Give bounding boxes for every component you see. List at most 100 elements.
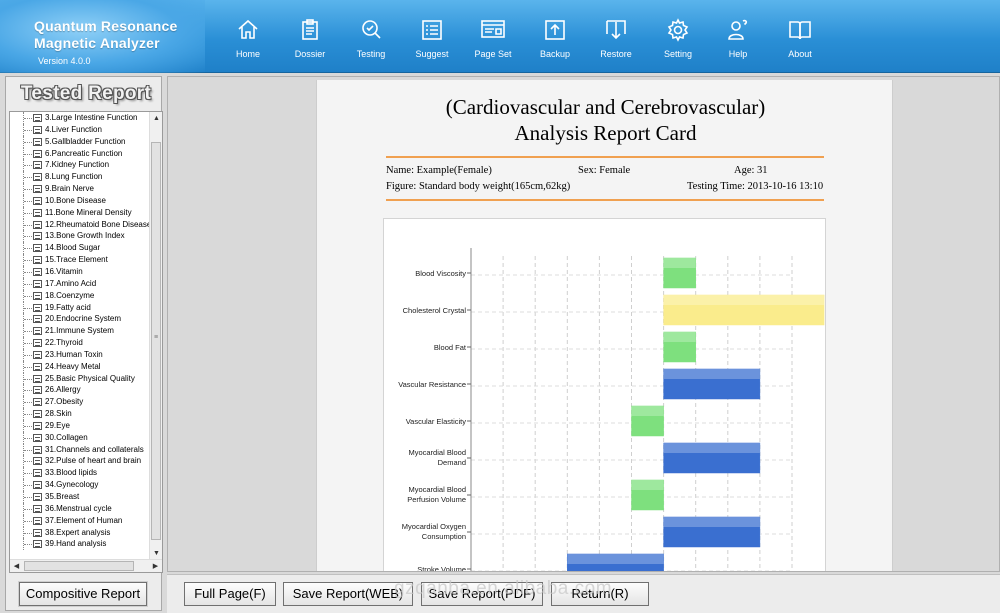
tree-item[interactable]: 11.Bone Mineral Density	[10, 206, 150, 219]
tree-connector	[23, 455, 24, 468]
bar-highlight	[631, 480, 664, 490]
tree-item[interactable]: 21.Immune System	[10, 325, 150, 338]
scroll-down-arrow-icon[interactable]: ▼	[153, 550, 160, 557]
tree-item[interactable]: 31.Channels and collaterals	[10, 443, 150, 456]
tree-connector	[23, 123, 24, 136]
return-button[interactable]: Return(R)	[551, 582, 649, 606]
tree-item[interactable]: 19.Fatty acid	[10, 301, 150, 314]
report-viewer[interactable]: (Cardiovascular and Cerebrovascular) Ana…	[167, 76, 1000, 572]
nav-home-label: Home	[235, 49, 260, 59]
save-report-pdf-button[interactable]: Save Report(PDF)	[421, 582, 543, 606]
tree-connector	[23, 230, 24, 243]
tree-item[interactable]: 29.Eye	[10, 419, 150, 432]
tree-item-label: 37.Element of Human	[45, 515, 123, 525]
tree-item[interactable]: 17.Amino Acid	[10, 277, 150, 290]
tree-item[interactable]: 12.Rheumatoid Bone Disease	[10, 218, 150, 231]
compositive-report-button[interactable]: Compositive Report	[19, 582, 147, 606]
nav-restore-button[interactable]: Restore	[586, 18, 646, 68]
category-label: Vascular Resistance	[398, 380, 466, 389]
tree-item[interactable]: 28.Skin	[10, 408, 150, 420]
tree-item[interactable]: 5.Gallbladder Function	[10, 135, 150, 148]
tree-item-label: 24.Heavy Metal	[45, 361, 101, 371]
tree-connector	[23, 325, 24, 338]
category-label-line: Stroke Volume	[417, 565, 466, 572]
document-icon	[33, 125, 42, 134]
tree-item-label: 35.Breast	[45, 492, 80, 501]
tree-item-label: 10.Bone Disease	[45, 195, 106, 205]
tree-item[interactable]: 38.Expert analysis	[10, 526, 150, 539]
scroll-up-arrow-icon[interactable]: ▲	[153, 115, 160, 122]
tree-item[interactable]: 27.Obesity	[10, 396, 150, 409]
tree-item-label: 29.Eye	[45, 420, 70, 430]
tree-item[interactable]: 34.Gynecology	[10, 479, 150, 491]
report-tree-items: 3.Large Intestine Function 4.Liver Functi…	[10, 112, 150, 572]
tree-item[interactable]: 4.Liver Function	[10, 123, 150, 136]
nav-backup-label: Backup	[539, 49, 571, 59]
tree-item[interactable]: 9.Brain Nerve	[10, 183, 150, 195]
save-report-web-button[interactable]: Save Report(WEB)	[283, 582, 413, 606]
tree-item[interactable]: 22.Thyroid	[10, 337, 150, 349]
tree-item[interactable]: 20.Endocrine System	[10, 313, 150, 326]
tree-vertical-scrollbar[interactable]: ▲ ≡ ▼	[149, 112, 162, 560]
tree-item[interactable]: 30.Collagen	[10, 431, 150, 444]
nav-pageset-button[interactable]: Page Set	[463, 18, 523, 68]
document-icon	[33, 114, 42, 122]
tree-connector	[24, 473, 32, 475]
document-icon	[33, 196, 42, 205]
nav-dossier-label: Dossier	[294, 49, 326, 59]
tree-item[interactable]: 3.Large Intestine Function	[10, 112, 150, 124]
tree-item[interactable]: 25.Basic Physical Quality	[10, 372, 150, 385]
tree-item[interactable]: 13.Bone Growth Index	[10, 230, 150, 243]
report-tree[interactable]: 3.Large Intestine Function 4.Liver Functi…	[9, 111, 163, 573]
nav-testing-button[interactable]: Testing	[341, 18, 401, 68]
tree-item[interactable]: 7.Kidney Function	[10, 159, 150, 172]
tree-item[interactable]: 8.Lung Function	[10, 171, 150, 184]
nav-home-button[interactable]: Home	[218, 18, 278, 68]
bar-highlight	[663, 443, 760, 453]
full-page-button[interactable]: Full Page(F)	[184, 582, 276, 606]
tree-item[interactable]: 39.Hand analysis	[10, 538, 150, 551]
tree-item[interactable]: 6.Pancreatic Function	[10, 147, 150, 160]
report-title-line2: Analysis Report Card	[514, 121, 697, 145]
magnifier-icon	[362, 20, 381, 39]
tree-item[interactable]: 16.Vitamin	[10, 265, 150, 278]
document-icon	[33, 303, 42, 312]
scroll-right-arrow-icon[interactable]: ▶	[152, 563, 159, 570]
bar	[663, 257, 696, 289]
tree-item[interactable]: 23.Human Toxin	[10, 348, 150, 361]
tree-item[interactable]: 10.Bone Disease	[10, 194, 150, 207]
document-icon	[33, 137, 42, 146]
tree-item[interactable]: 14.Blood Sugar	[10, 242, 150, 255]
tree-item[interactable]: 35.Breast	[10, 491, 150, 503]
document-icon	[33, 208, 42, 217]
tree-item[interactable]: 15.Trace Element	[10, 254, 150, 266]
tree-item[interactable]: 36.Menstrual cycle	[10, 502, 150, 515]
tree-item[interactable]: 37.Element of Human	[10, 514, 150, 527]
nav-help-button[interactable]: Help	[708, 18, 768, 68]
scroll-thumb[interactable]	[151, 142, 161, 540]
scroll-left-arrow-icon[interactable]: ◀	[13, 563, 20, 570]
tree-item-label: 15.Trace Element	[45, 255, 108, 265]
nav-backup-button[interactable]: Backup	[525, 18, 585, 68]
nav-setting-button[interactable]: Setting	[648, 18, 708, 68]
category-label-line: Blood Fat	[434, 343, 467, 352]
tree-item[interactable]: 24.Heavy Metal	[10, 360, 150, 373]
document-icon	[33, 220, 42, 229]
tree-item[interactable]: 18.Coenzyme	[10, 289, 150, 302]
category-label: Blood Viscosity	[415, 269, 466, 278]
tree-item[interactable]: 32.Pulse of heart and brain	[10, 455, 150, 468]
tree-item-label: 14.Blood Sugar	[45, 243, 101, 253]
nav-about-button[interactable]: About	[770, 18, 830, 68]
tree-item[interactable]: 33.Blood lipids	[10, 467, 150, 480]
tree-item-label: 34.Gynecology	[45, 480, 99, 490]
nav-suggest-button[interactable]: Suggest	[402, 18, 462, 68]
nav-setting-label: Setting	[663, 49, 693, 59]
nav-dossier-button[interactable]: Dossier	[280, 18, 340, 68]
tree-horizontal-scrollbar[interactable]: ◀ ▶	[10, 559, 162, 572]
tree-item-label: 11.Bone Mineral Density	[45, 207, 132, 217]
bar-highlight	[663, 517, 760, 527]
tree-connector	[24, 283, 32, 285]
tree-item[interactable]: 26.Allergy	[10, 384, 150, 397]
upload-icon	[545, 20, 565, 40]
hscroll-thumb[interactable]	[24, 561, 134, 571]
